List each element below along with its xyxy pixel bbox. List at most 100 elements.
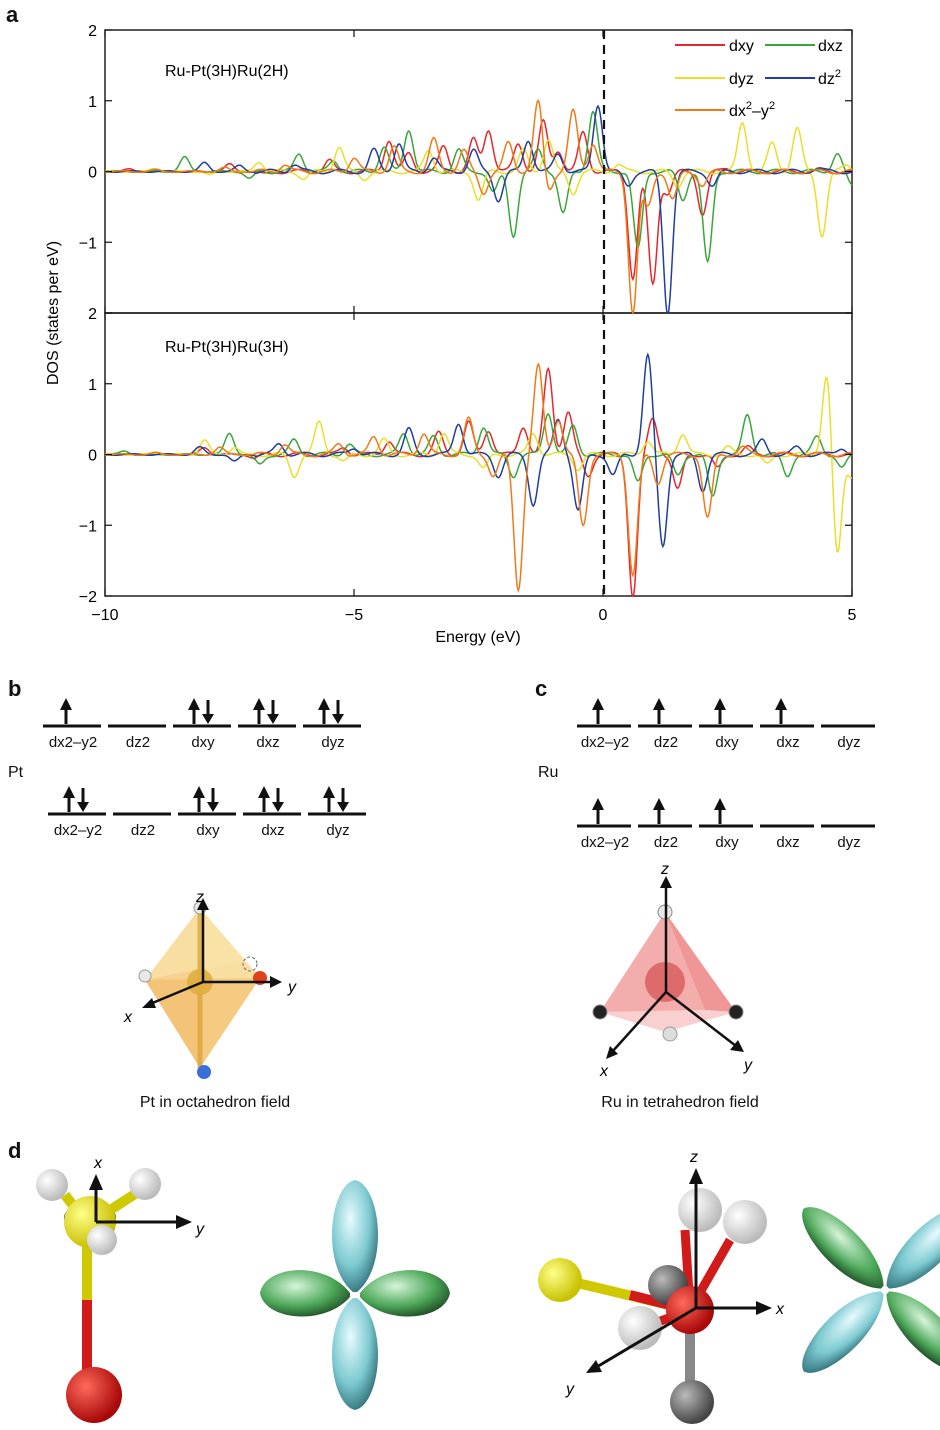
panel-a-letter: a — [6, 2, 19, 27]
x-axis-label-d-left: x — [93, 1155, 103, 1172]
tetrahedron-face — [600, 1010, 736, 1032]
ru-lower-label-3: dxy — [715, 834, 739, 851]
bond-yellow — [82, 1222, 92, 1372]
ligand-bottom — [662, 1026, 678, 1042]
x-arrowhead — [606, 1046, 618, 1059]
spin-up-arrowhead — [592, 798, 604, 810]
pt-caption: Pt in octahedron field — [139, 1094, 291, 1111]
y-arrowhead — [176, 1215, 192, 1229]
z-arrowhead — [197, 898, 209, 910]
legend-label-dz2: dz2 — [818, 68, 841, 88]
y-tick-label: 0 — [88, 165, 97, 182]
legend: dxy dxz dyz dz2 dx2–y2 — [675, 38, 843, 120]
hydrogen-atom — [678, 1188, 722, 1232]
ligand-back — [242, 956, 258, 972]
series-line-dx2y2-top — [105, 99, 852, 316]
pt-energy-levels — [43, 698, 366, 816]
x-axis-label-c: x — [599, 1063, 609, 1080]
pt-upper-label-4: dxz — [256, 734, 280, 751]
spin-up-arrowhead — [188, 698, 200, 710]
x-arrowhead — [89, 1174, 103, 1190]
octahedron-face — [145, 908, 245, 980]
ru-upper-label-5: dyz — [837, 734, 861, 751]
y-axis-label-c: y — [743, 1057, 753, 1074]
orbital-lobe-cyan — [332, 1180, 378, 1292]
pt-lower-label-4: dxz — [261, 822, 285, 839]
x-axis-label-d-right: x — [775, 1301, 785, 1318]
spin-up-arrowhead — [714, 698, 726, 710]
spin-up-arrowhead — [775, 698, 787, 710]
series-line-dxy-top — [105, 118, 853, 287]
spin-up-arrowhead — [60, 698, 72, 710]
x-axis-label-b: x — [123, 1009, 133, 1026]
y-axis-label-b: y — [287, 979, 297, 996]
legend-label-dxz: dxz — [818, 38, 843, 55]
legend-label-dxy: dxy — [729, 38, 754, 55]
orbital-lobe-cyan — [802, 1291, 884, 1373]
right-molecule: z x y — [538, 1149, 785, 1424]
bond-red — [82, 1300, 92, 1380]
spin-down-arrowhead — [267, 714, 279, 724]
panel-b-letter: b — [8, 676, 22, 701]
pt-upper-label-1: dx2–y2 — [48, 734, 98, 751]
orbital-lobe-cyan — [886, 1207, 940, 1289]
spin-up-arrowhead — [323, 786, 335, 798]
orbital-lobe-green — [886, 1291, 940, 1373]
spin-up-arrowhead — [592, 698, 604, 710]
z-arrowhead — [689, 1168, 703, 1184]
panel-c-letter: c — [535, 676, 548, 701]
ru-lower-label-1: dx2–y2 — [580, 834, 630, 851]
series-line-dyz-top — [105, 121, 853, 239]
panel-d-letter: d — [8, 1138, 22, 1163]
spin-up-arrowhead — [653, 798, 665, 810]
right-orbital — [802, 1207, 940, 1373]
series-line-dz2-top — [104, 104, 853, 315]
series-line-dxy-bottom — [105, 366, 853, 598]
pt-lower-label-3: dxy — [196, 822, 220, 839]
y-axis-label-d-left: y — [195, 1221, 205, 1238]
hydrogen-atom — [87, 1225, 117, 1255]
ligand-left — [592, 1004, 608, 1020]
y-tick-label: −2 — [79, 589, 97, 606]
hydrogen-atom — [129, 1168, 161, 1200]
pt-upper-label-5: dyz — [321, 734, 345, 751]
spin-down-arrowhead — [332, 714, 344, 724]
ru-atom-label: Ru — [538, 764, 559, 781]
pt-atom-label: Pt — [8, 764, 24, 781]
x-tick-label: 0 — [599, 607, 608, 624]
x-arrowhead — [142, 998, 156, 1008]
ru-atom — [66, 1367, 122, 1423]
ru-upper-label-2: dz2 — [653, 734, 679, 751]
pt-upper-label-2: dz2 — [125, 734, 151, 751]
y-tick-label: −1 — [79, 518, 97, 535]
spin-down-arrowhead — [207, 802, 219, 812]
spin-up-arrowhead — [253, 698, 265, 710]
ru-caption: Ru in tetrahedron field — [601, 1094, 759, 1111]
octahedron-diagram: z x y — [123, 889, 297, 1079]
spin-up-arrowhead — [63, 786, 75, 798]
orbital-lobe-green — [360, 1270, 450, 1317]
y-axis-arrow — [665, 991, 737, 1047]
series-line-dx2y2-bottom — [105, 362, 852, 594]
tetrahedron-face — [665, 912, 736, 1012]
z-axis-label: z — [195, 889, 204, 906]
tetrahedron-diagram: z x y — [592, 862, 753, 1080]
pt-upper-label-3: dxy — [191, 734, 215, 751]
x-arrowhead — [756, 1301, 772, 1315]
y-arrowhead — [270, 976, 282, 988]
ligand-bottom — [197, 1065, 211, 1079]
spin-up-arrowhead — [714, 798, 726, 810]
z-axis-label-c: z — [660, 862, 669, 878]
ru-lower-label-4: dxz — [776, 834, 800, 851]
grey-atom — [670, 1380, 714, 1424]
y-arrowhead — [586, 1360, 602, 1373]
dos-chart: 2 1 0 −1 2 1 0 −1 −2−10 −5 0 5 Ru-Pt(3H)Ru(2H) Ru-P… — [45, 23, 857, 646]
spin-down-arrowhead — [337, 802, 349, 812]
x-axis-arrow — [611, 991, 667, 1053]
y-tick-label: 1 — [88, 377, 97, 394]
orbital-lobe-cyan — [332, 1298, 378, 1410]
orbital-lobe-green — [802, 1207, 884, 1289]
ru-upper-label-1: dx2–y2 — [580, 734, 630, 751]
pt-atom — [538, 1258, 582, 1302]
y-axis-label: DOS (states per eV) — [45, 241, 62, 385]
